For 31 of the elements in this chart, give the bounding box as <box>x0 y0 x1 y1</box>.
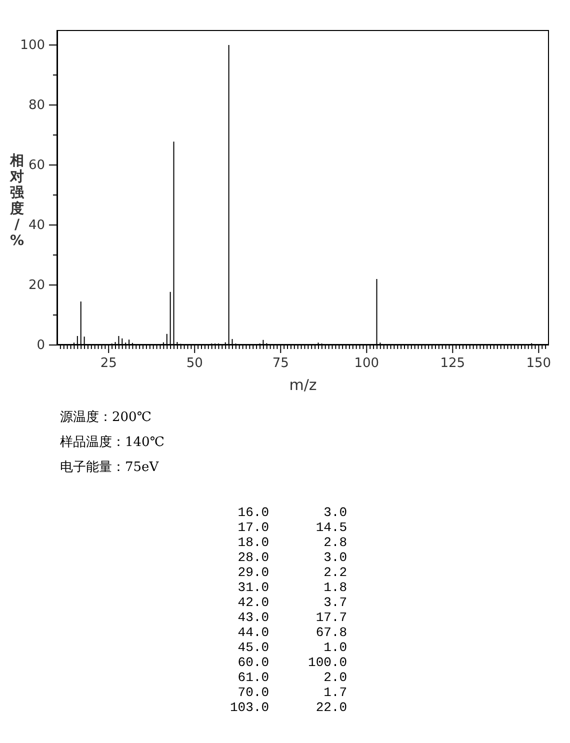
text: 31.0 1.8 <box>236 580 348 595</box>
y-tick-label: 20 <box>28 278 45 293</box>
x-tick-label: 25 <box>100 356 117 371</box>
text: 18.0 2.8 <box>236 535 348 550</box>
x-tick-label: 125 <box>440 356 466 371</box>
y-axis-title: 相对强度/% <box>8 153 26 249</box>
x-axis-title: m/z <box>289 376 317 394</box>
text: 16.0 3.0 <box>236 505 348 520</box>
text: 44.0 67.8 <box>236 625 348 640</box>
text: 29.0 2.2 <box>236 565 348 580</box>
text: 28.0 3.0 <box>236 550 348 565</box>
text: 61.0 2.0 <box>236 670 348 685</box>
text: 42.0 3.7 <box>236 595 348 610</box>
text: 源温度：200℃ <box>60 409 152 427</box>
text: 103.0 22.0 <box>230 700 348 715</box>
y-tick-label: 40 <box>28 218 45 233</box>
y-tick-label: 100 <box>20 38 45 53</box>
text: 17.0 14.5 <box>236 520 348 535</box>
text: 70.0 1.7 <box>236 685 348 700</box>
text: 样品温度：140℃ <box>60 434 166 452</box>
x-tick-label: 50 <box>186 356 203 371</box>
text: 45.0 1.0 <box>236 640 348 655</box>
y-tick-label: 0 <box>36 338 45 353</box>
x-tick-label: 100 <box>354 356 380 371</box>
text: 43.0 17.7 <box>236 610 348 625</box>
x-tick-label: 150 <box>526 356 552 371</box>
y-tick-label: 60 <box>28 158 45 173</box>
text: 电子能量：75eV <box>60 459 160 477</box>
y-tick-label: 80 <box>28 98 45 113</box>
x-tick-label: 75 <box>272 356 289 371</box>
text: 60.0 100.0 <box>236 655 348 670</box>
